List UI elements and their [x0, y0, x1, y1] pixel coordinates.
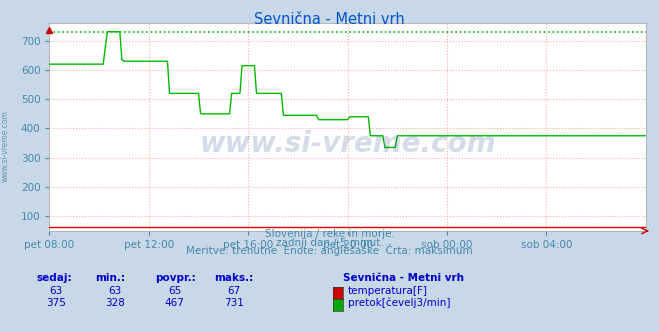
- Text: maks.:: maks.:: [214, 273, 254, 283]
- Text: www.si-vreme.com: www.si-vreme.com: [200, 129, 496, 158]
- Text: 731: 731: [224, 298, 244, 308]
- Text: pretok[čevelj3/min]: pretok[čevelj3/min]: [348, 297, 451, 308]
- Text: 328: 328: [105, 298, 125, 308]
- Text: 67: 67: [227, 286, 241, 296]
- Text: www.si-vreme.com: www.si-vreme.com: [1, 110, 10, 182]
- Text: Sevnična - Metni vrh: Sevnična - Metni vrh: [343, 273, 464, 283]
- Text: Slovenija / reke in morje.: Slovenija / reke in morje.: [264, 229, 395, 239]
- Text: Meritve: trenutne  Enote: anglešaške  Črta: maksimum: Meritve: trenutne Enote: anglešaške Črta…: [186, 244, 473, 256]
- Text: min.:: min.:: [96, 273, 126, 283]
- Text: zadnji dan / 5 minut.: zadnji dan / 5 minut.: [275, 238, 384, 248]
- Text: povpr.:: povpr.:: [155, 273, 196, 283]
- Text: 63: 63: [109, 286, 122, 296]
- Text: 65: 65: [168, 286, 181, 296]
- Text: Sevnična - Metni vrh: Sevnična - Metni vrh: [254, 12, 405, 27]
- Text: 63: 63: [49, 286, 63, 296]
- Text: sedaj:: sedaj:: [36, 273, 72, 283]
- Text: 375: 375: [46, 298, 66, 308]
- Text: temperatura[F]: temperatura[F]: [348, 286, 428, 296]
- Text: 467: 467: [165, 298, 185, 308]
